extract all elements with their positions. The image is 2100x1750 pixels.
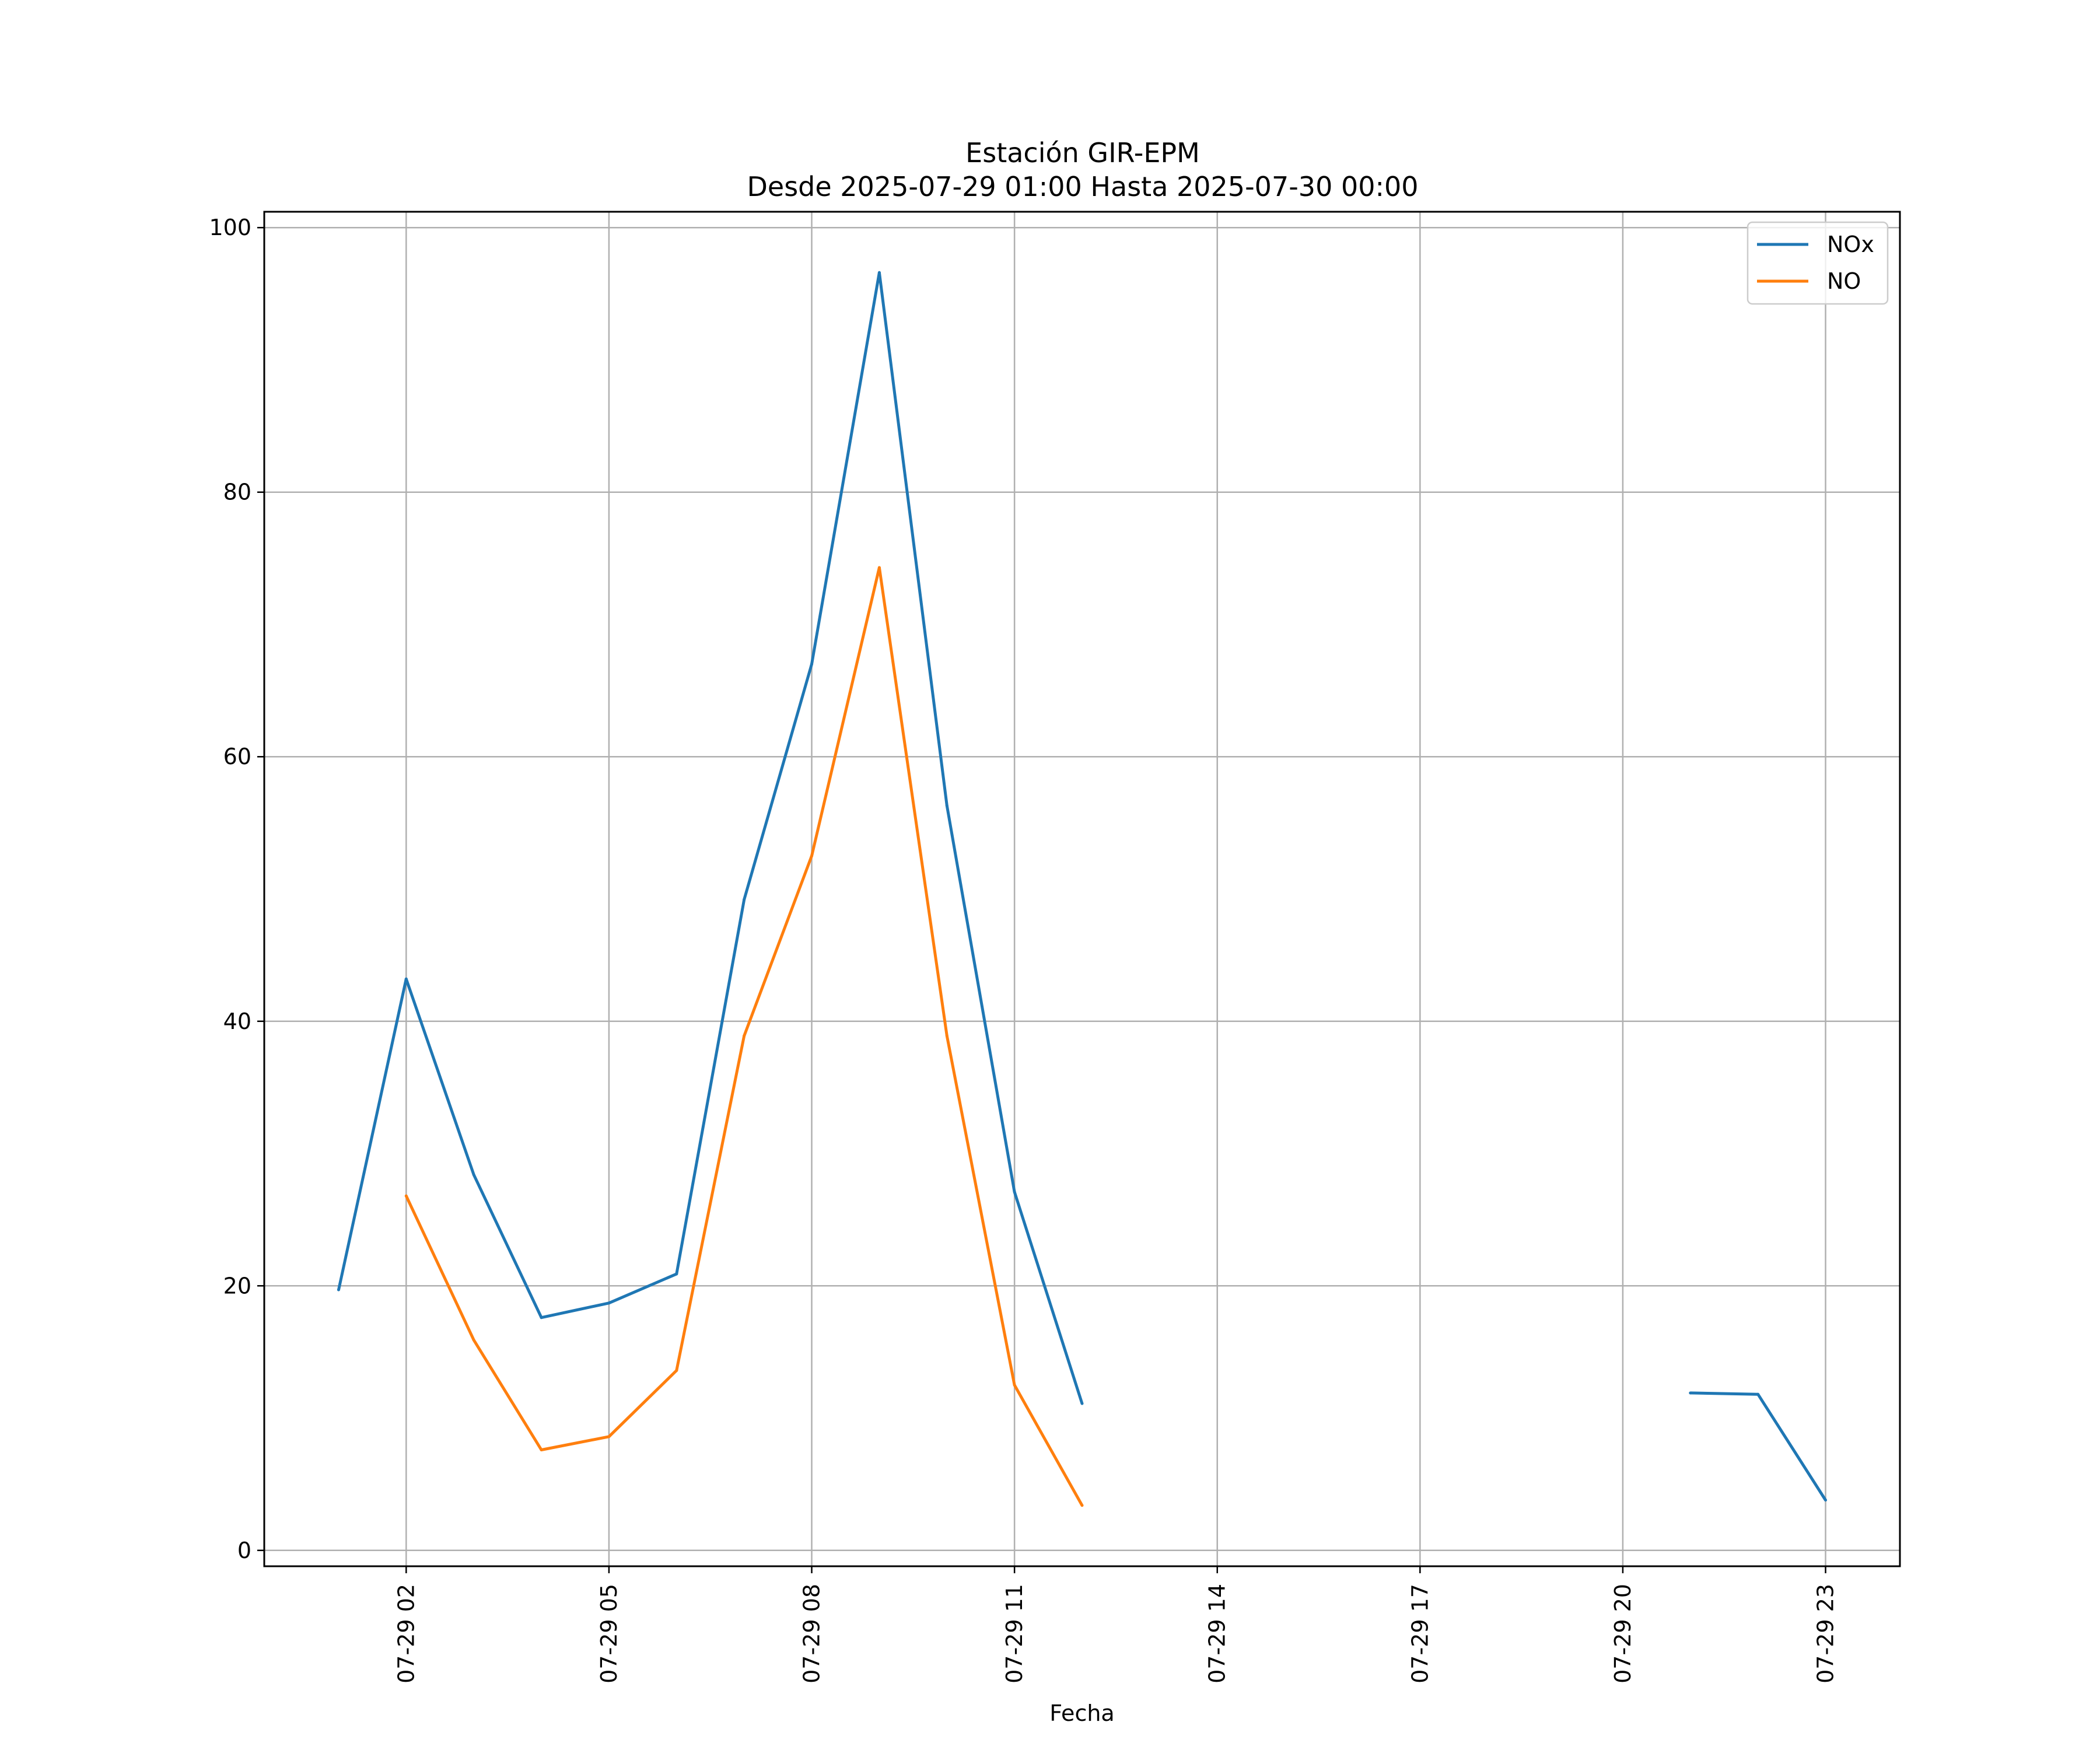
point-no-07-29-04 <box>540 1448 543 1451</box>
legend: NOx NO <box>1746 221 1889 305</box>
y-tick-label-40: 40 <box>223 1009 251 1034</box>
point-nox-07-29-23 <box>1824 1499 1828 1502</box>
point-nox-07-29-05 <box>607 1301 611 1305</box>
y-tick-label-80: 80 <box>223 480 251 505</box>
point-nox-07-29-02 <box>404 977 408 981</box>
chart-title: Estación GIR-EPM <box>965 137 1200 169</box>
y-tick-label-100: 100 <box>209 215 251 240</box>
y-axis-ticks: 0 20 40 60 80 100 <box>209 215 264 1563</box>
x-tick-label-07-29-11: 07-29 11 <box>1002 1584 1027 1684</box>
point-no-07-29-03 <box>472 1338 475 1342</box>
x-tick-label-07-29-05: 07-29 05 <box>596 1584 622 1684</box>
point-nox-07-29-04 <box>540 1316 543 1320</box>
point-no-07-29-06 <box>675 1368 678 1372</box>
x-axis-label: Fecha <box>1049 1700 1114 1726</box>
legend-label-no: NO <box>1827 268 1861 294</box>
plot-frame <box>263 211 1901 1567</box>
point-nox-07-29-11 <box>1013 1190 1016 1194</box>
point-nox-07-29-01 <box>337 1288 340 1292</box>
legend-box <box>1746 221 1889 305</box>
x-tick-label-07-29-08: 07-29 08 <box>799 1584 825 1684</box>
chart-subtitle: Desde 2025-07-29 01:00 Hasta 2025-07-30 … <box>747 171 1418 202</box>
x-axis-ticks: 07-29 02 07-29 05 07-29 08 07-29 11 07-29 14… <box>393 1566 1839 1684</box>
legend-label-nox: NOx <box>1827 232 1874 257</box>
point-no-07-29-05 <box>607 1435 611 1438</box>
series-no <box>404 566 1084 1507</box>
grid <box>264 212 1900 1566</box>
series-line-nox-segment-0 <box>337 271 1084 1404</box>
point-no-07-29-08 <box>810 854 814 858</box>
point-no-07-29-02 <box>404 1194 408 1198</box>
point-nox-07-29-12 <box>1080 1402 1084 1405</box>
point-nox-07-29-03 <box>472 1173 475 1177</box>
point-nox-07-29-06 <box>675 1272 678 1276</box>
y-tick-label-60: 60 <box>223 744 251 769</box>
point-no-07-29-10 <box>945 1034 949 1038</box>
point-no-07-29-09 <box>877 566 881 569</box>
point-nox-07-29-08 <box>810 663 814 666</box>
point-nox-07-29-10 <box>945 804 949 807</box>
plot-series <box>337 271 1828 1507</box>
point-nox-07-29-22 <box>1756 1392 1760 1396</box>
x-tick-label-07-29-20: 07-29 20 <box>1610 1584 1636 1684</box>
series-nox <box>337 271 1828 1502</box>
y-tick-label-20: 20 <box>223 1273 251 1298</box>
point-nox-07-29-07 <box>743 898 746 901</box>
point-no-07-29-12 <box>1080 1504 1084 1507</box>
point-nox-07-29-09 <box>877 271 881 274</box>
x-tick-label-07-29-17: 07-29 17 <box>1407 1584 1433 1684</box>
point-no-07-29-07 <box>743 1034 746 1038</box>
point-no-07-29-11 <box>1013 1383 1016 1387</box>
y-tick-label-0: 0 <box>237 1538 251 1563</box>
point-nox-07-29-21 <box>1689 1391 1692 1395</box>
x-tick-label-07-29-14: 07-29 14 <box>1205 1584 1230 1684</box>
x-tick-label-07-29-23: 07-29 23 <box>1813 1584 1839 1684</box>
x-tick-label-07-29-02: 07-29 02 <box>393 1584 419 1684</box>
